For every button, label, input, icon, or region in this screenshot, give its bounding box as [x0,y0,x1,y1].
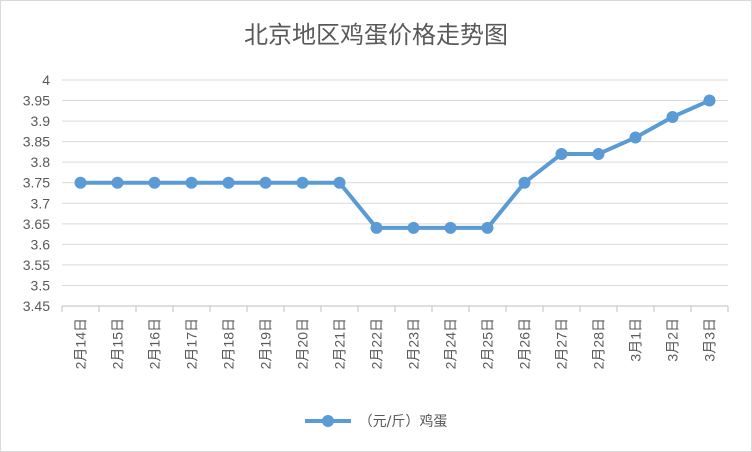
x-tick-label: 2月20日 [295,318,311,369]
data-point [444,221,457,234]
x-tick-label: 2月14日 [73,318,89,369]
x-tick-label: 2月28日 [591,318,607,369]
legend-label: （元/斤）鸡蛋 [358,414,448,430]
x-tick-label: 2月26日 [517,318,533,369]
data-point [666,110,679,123]
data-point [296,176,309,189]
x-tick-label: 2月17日 [184,318,200,369]
y-tick-label: 3.55 [23,257,50,273]
data-point [148,176,161,189]
x-axis [61,305,729,312]
y-tick-label: 4 [42,72,50,88]
y-axis-ticks: 3.45 3.5 3.55 3.6 3.65 3.7 3.75 3.8 3.85 3.9 3.95 4 [23,72,50,314]
x-tick-label: 2月21日 [332,318,348,369]
data-point [703,94,716,107]
data-point [518,176,531,189]
x-tick-label: 2月19日 [258,318,274,369]
y-tick-label: 3.75 [23,175,50,191]
data-point [333,176,346,189]
data-point [259,176,272,189]
x-tick-label: 2月23日 [406,318,422,369]
y-tick-label: 3.65 [23,216,50,232]
x-tick-label: 3月2日 [665,318,681,362]
legend-marker [304,409,351,433]
series-line [80,98,711,230]
x-tick-label: 3月3日 [702,318,718,362]
x-axis-ticks: 2月14日 2月15日 2月16日 2月17日 2月18日 2月19日 2月20日 2月21日… [73,318,718,369]
y-tick-label: 3.7 [31,195,51,211]
gridlines [62,79,728,307]
x-tick-label: 2月16日 [147,318,163,369]
y-tick-label: 3.6 [31,236,51,252]
y-tick-label: 3.9 [31,113,51,129]
x-tick-label: 3月1日 [628,318,644,362]
y-tick-label: 3.85 [23,134,50,150]
x-tick-label: 2月25日 [480,318,496,369]
data-point [407,221,420,234]
y-tick-label: 3.8 [31,154,51,170]
legend: （元/斤）鸡蛋 [1,409,751,433]
data-point [481,221,494,234]
x-tick-label: 2月24日 [443,318,459,369]
y-tick-label: 3.45 [23,298,50,314]
y-tick-label: 3.95 [23,93,50,109]
data-point [370,221,383,234]
data-point [222,176,235,189]
data-point [74,176,87,189]
data-point [111,176,124,189]
x-tick-label: 2月22日 [369,318,385,369]
data-point [555,147,568,160]
x-tick-label: 2月18日 [221,318,237,369]
chart-title: 北京地区鸡蛋价格走势图 [244,21,508,49]
x-tick-label: 2月15日 [110,318,126,369]
x-tick-label: 2月27日 [554,318,570,369]
series-points [74,94,716,234]
data-point [592,147,605,160]
data-point [629,131,642,144]
y-tick-label: 3.5 [31,277,51,293]
data-point [185,176,198,189]
